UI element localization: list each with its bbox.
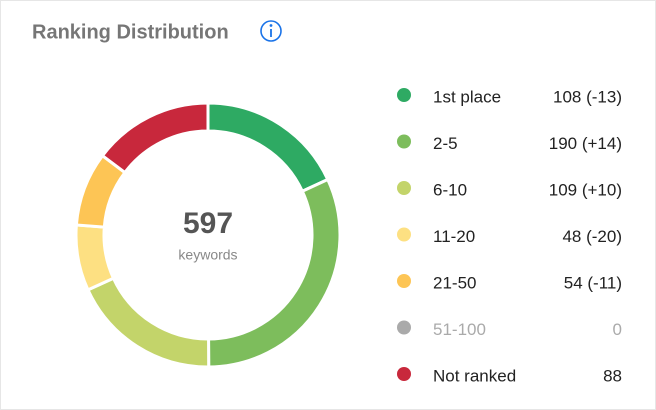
- legend-value: 54 (-11): [564, 273, 622, 292]
- legend-value: 108 (-13): [553, 87, 622, 106]
- legend-dot: [397, 367, 411, 381]
- legend-label: 11-20: [433, 227, 475, 246]
- legend-label: 21-50: [433, 273, 476, 292]
- legend-dot: [397, 274, 411, 288]
- legend-label: 1st place: [433, 87, 501, 106]
- info-icon[interactable]: [260, 20, 282, 42]
- legend-value: 190 (+14): [549, 134, 622, 153]
- legend-label: 2-5: [433, 134, 458, 153]
- legend-dot: [397, 88, 411, 102]
- donut-slice: [100, 101, 210, 175]
- card-title: Ranking Distribution: [32, 21, 229, 43]
- legend-dot: [397, 320, 411, 335]
- legend-dot: [397, 181, 411, 195]
- legend-value: 48 (-20): [562, 227, 622, 246]
- legend-value: 88: [603, 366, 622, 385]
- legend-label: Not ranked: [433, 366, 516, 385]
- legend-value: 109 (+10): [549, 180, 622, 199]
- total-value: 597: [183, 207, 233, 240]
- legend-dot: [397, 134, 411, 149]
- legend-value: 0: [613, 320, 622, 339]
- legend-label: 6-10: [433, 180, 467, 199]
- total-label: keywords: [178, 247, 237, 263]
- legend-label: 51-100: [433, 320, 486, 339]
- info-dot: [269, 24, 273, 27]
- legend-dot: [397, 227, 411, 242]
- info-circle: [260, 20, 282, 42]
